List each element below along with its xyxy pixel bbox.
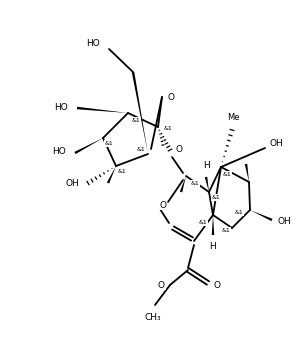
Text: OH: OH	[65, 180, 79, 188]
Polygon shape	[132, 72, 148, 154]
Text: H: H	[210, 242, 216, 251]
Text: &1: &1	[132, 118, 141, 123]
Text: &1: &1	[223, 172, 232, 177]
Text: &1: &1	[105, 141, 114, 146]
Text: O: O	[213, 281, 220, 290]
Text: &1: &1	[118, 169, 127, 174]
Text: O: O	[175, 145, 182, 153]
Text: HO: HO	[52, 148, 66, 156]
Text: O: O	[158, 280, 165, 289]
Polygon shape	[107, 166, 116, 184]
Polygon shape	[74, 138, 103, 154]
Text: H: H	[203, 161, 209, 170]
Text: OH: OH	[278, 216, 292, 225]
Text: &1: &1	[222, 227, 231, 233]
Text: &1: &1	[164, 126, 173, 131]
Polygon shape	[77, 107, 128, 113]
Polygon shape	[212, 215, 214, 235]
Polygon shape	[205, 177, 209, 192]
Polygon shape	[245, 164, 249, 182]
Text: &1: &1	[235, 211, 244, 215]
Polygon shape	[250, 210, 273, 221]
Text: &1: &1	[136, 147, 145, 152]
Text: &1: &1	[199, 220, 208, 225]
Text: CH₃: CH₃	[145, 313, 161, 322]
Text: OH: OH	[270, 139, 284, 148]
Text: O: O	[160, 201, 166, 210]
Text: O: O	[168, 92, 175, 101]
Text: &1: &1	[191, 181, 200, 186]
Text: Me: Me	[227, 113, 239, 122]
Text: &1: &1	[212, 195, 221, 200]
Text: HO: HO	[86, 39, 100, 49]
Polygon shape	[180, 176, 186, 192]
Text: HO: HO	[54, 102, 68, 112]
